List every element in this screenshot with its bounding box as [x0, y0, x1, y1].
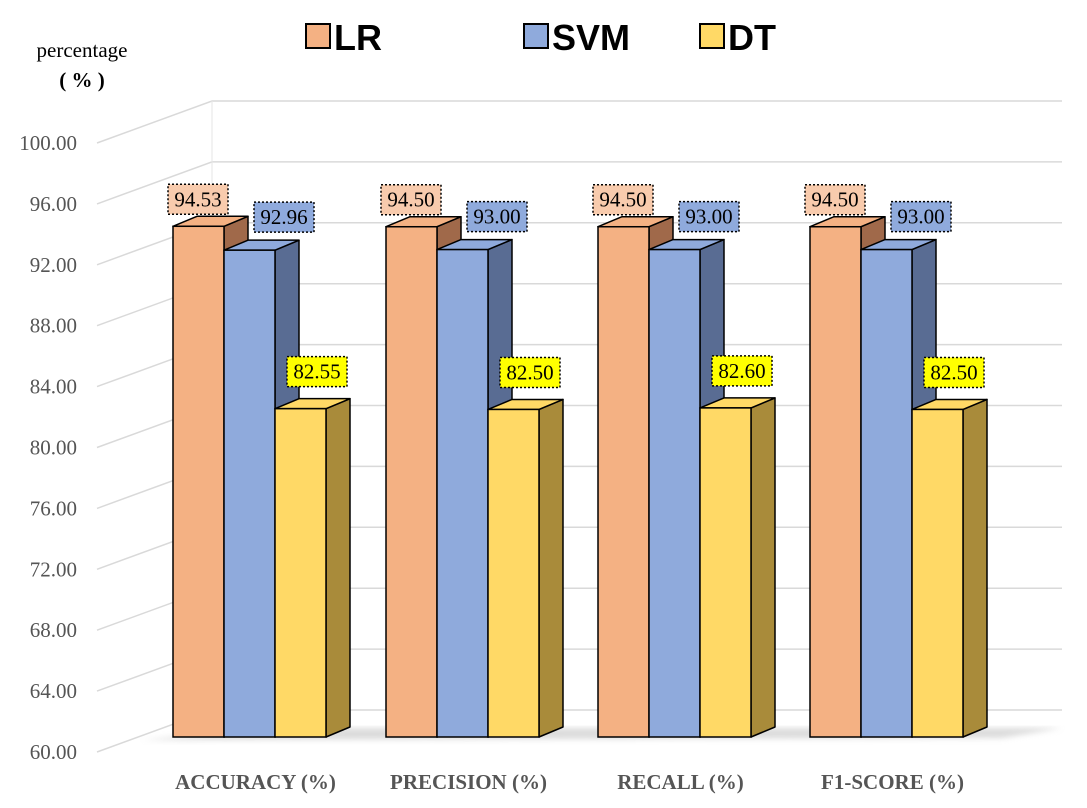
bar-front	[223, 249, 276, 738]
bar-front	[172, 225, 225, 738]
data-label-lr-3: 94.50	[804, 183, 866, 216]
y-tick-label: 68.00	[30, 618, 77, 642]
data-label-box	[380, 183, 442, 216]
legend-swatch	[523, 23, 549, 49]
legend-label: LR	[334, 17, 382, 58]
bar-front	[385, 225, 438, 738]
gridline	[96, 100, 1062, 144]
bar-front	[809, 225, 862, 738]
x-category-label: ACCURACY (%)	[175, 770, 336, 794]
data-label-text: 93.00	[685, 205, 732, 229]
data-label-text: 82.55	[293, 360, 340, 384]
bars	[172, 215, 988, 738]
data-label-text: 93.00	[897, 205, 944, 229]
bar-front	[274, 407, 327, 738]
bar-side	[962, 398, 988, 738]
y-axis-unit: ( % )	[59, 68, 105, 92]
legend-label: SVM	[552, 17, 630, 58]
bar-front	[597, 225, 650, 738]
y-tick-label: 80.00	[30, 436, 77, 460]
x-category-label: RECALL (%)	[617, 770, 744, 794]
bar-front	[487, 408, 540, 738]
y-tick-label: 76.00	[30, 496, 77, 520]
legend-item-svm: SVM	[523, 17, 630, 58]
data-label-box	[923, 356, 985, 389]
bar-dt-1	[487, 398, 564, 738]
x-axis-categories: ACCURACY (%) PRECISION (%) RECALL (%) F1-SC…	[175, 770, 964, 794]
legend: LR SVM DT	[305, 17, 776, 58]
y-tick-label: 84.00	[30, 375, 77, 399]
data-label-text: 92.96	[260, 205, 307, 229]
bar-dt-2	[699, 397, 776, 738]
y-tick-label: 100.00	[19, 131, 77, 155]
bar-front	[648, 248, 701, 738]
data-label-box	[804, 183, 866, 216]
data-label-text: 94.53	[174, 187, 221, 211]
data-label-svm-1: 93.00	[466, 200, 528, 233]
data-label-text: 94.50	[811, 188, 858, 212]
data-label-box	[499, 356, 561, 389]
bar-side	[325, 397, 351, 738]
y-tick-label: 88.00	[30, 314, 77, 338]
data-label-svm-0: 92.96	[253, 201, 315, 233]
data-label-svm-3: 93.00	[890, 200, 952, 233]
data-label-box	[678, 200, 740, 233]
data-label-lr-2: 94.50	[592, 183, 654, 216]
bar-side	[538, 398, 564, 738]
bar-front	[436, 248, 489, 738]
bar-front	[860, 248, 913, 738]
legend-swatch	[699, 23, 725, 49]
bar-dt-0	[274, 397, 351, 738]
data-label-dt-3: 82.50	[923, 356, 985, 389]
bar-dt-3	[911, 398, 988, 738]
data-label-box	[466, 200, 528, 233]
data-label-text: 82.60	[718, 359, 765, 383]
x-category-label: PRECISION (%)	[390, 770, 547, 794]
data-labels: 94.53 92.96 82.55 94.50 93.00 82.50 94.50 93.00…	[167, 183, 985, 389]
data-label-text: 94.50	[387, 188, 434, 212]
y-tick-label: 60.00	[30, 740, 77, 764]
data-label-text: 93.00	[473, 205, 520, 229]
data-label-box	[286, 355, 348, 388]
data-label-box	[890, 200, 952, 233]
x-category-label: F1-SCORE (%)	[821, 770, 964, 794]
data-label-lr-1: 94.50	[380, 183, 442, 216]
data-label-box	[592, 183, 654, 216]
data-label-dt-1: 82.50	[499, 356, 561, 389]
data-label-lr-0: 94.53	[167, 183, 229, 216]
data-label-text: 82.50	[506, 360, 553, 384]
data-label-svm-2: 93.00	[678, 200, 740, 233]
y-tick-label: 96.00	[30, 192, 77, 216]
legend-swatch	[305, 23, 331, 49]
bar-front	[911, 408, 964, 738]
legend-label: DT	[728, 17, 776, 58]
y-axis-ticks: 60.00 64.00 68.00 72.00 76.00 80.00 84.00 88.00…	[19, 131, 77, 764]
bar-side	[750, 397, 776, 738]
bar-front	[699, 407, 752, 738]
data-label-box	[167, 183, 229, 216]
gridline	[96, 161, 1062, 205]
data-label-text: 82.50	[930, 360, 977, 384]
y-tick-label: 64.00	[30, 679, 77, 703]
data-label-dt-0: 82.55	[286, 355, 348, 388]
data-label-dt-2: 82.60	[711, 355, 773, 387]
data-label-box	[253, 201, 315, 233]
data-label-box	[711, 355, 773, 387]
y-tick-label: 92.00	[30, 253, 77, 277]
legend-item-dt: DT	[699, 17, 776, 58]
y-axis-label: percentage	[37, 38, 128, 62]
data-label-text: 94.50	[599, 188, 646, 212]
legend-item-lr: LR	[305, 17, 382, 58]
y-tick-label: 72.00	[30, 557, 77, 581]
